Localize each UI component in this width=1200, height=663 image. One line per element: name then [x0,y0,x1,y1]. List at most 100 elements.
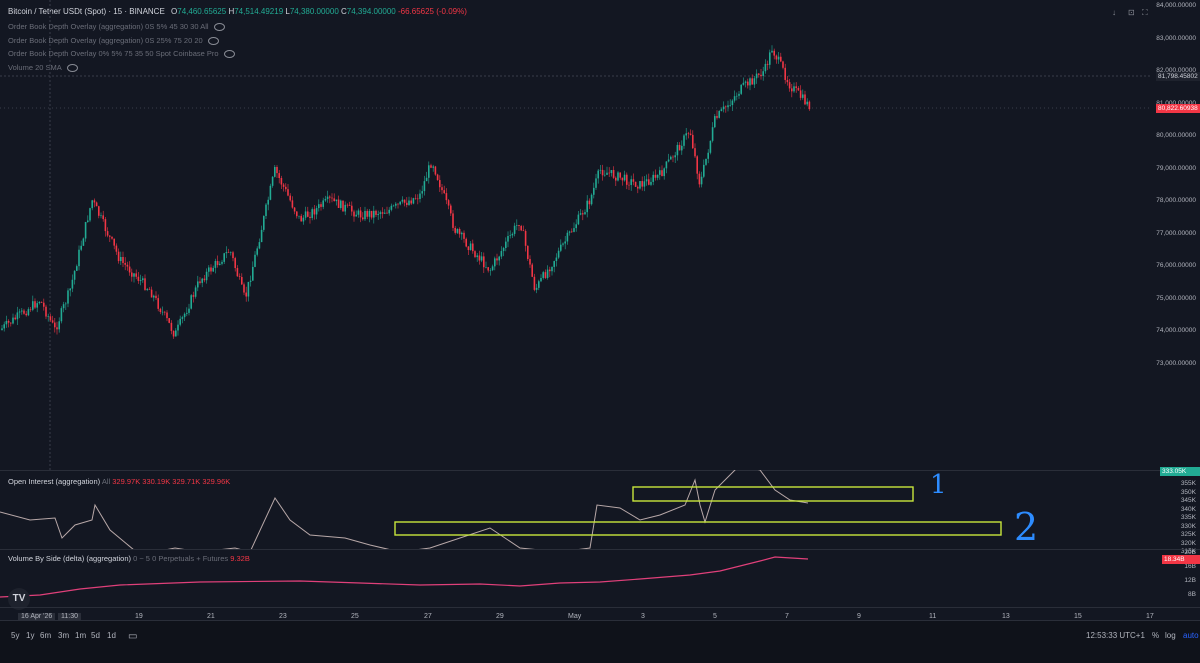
candle-body [95,202,98,207]
candle-body [447,200,450,206]
candle-body [146,288,148,290]
candle-body [291,200,294,208]
clock[interactable]: 12:53:33 UTC+1 [1086,631,1145,640]
price-chart[interactable] [0,0,1150,470]
timeframe-6m[interactable]: 6m [40,631,52,640]
price-tick: 81,000.00000 [1156,99,1196,107]
percent-toggle[interactable]: % [1152,631,1160,640]
candle-body [766,63,769,65]
symbol-title[interactable]: Bitcoin / Tether USDt (Spot) · 15 · BINA… [8,7,165,16]
pane-separator[interactable] [0,549,1200,550]
oi-tick: 355K [1180,480,1196,487]
timeframe-3m[interactable]: 3m [58,631,70,640]
tradingview-logo[interactable]: TV [8,588,30,610]
vol-tick: 20B [1184,549,1196,556]
candle-body [82,238,85,246]
timeframe-5d[interactable]: 5d [91,631,100,640]
candle-body [571,231,573,233]
open-interest-chart[interactable] [0,470,1150,550]
candle-body [535,287,538,290]
candle-body [25,313,27,316]
vol-scale[interactable]: 20B 16B 12B 8B [1152,549,1200,607]
candlesticks [1,45,811,339]
pane-separator[interactable] [0,470,1200,471]
candle-body [315,208,318,215]
candle-body [487,267,489,271]
candle-body [241,277,243,285]
candle-body [179,318,181,325]
restore-icon[interactable]: ⊡ [1128,8,1135,17]
eye-icon[interactable] [207,37,219,46]
oi-tick: 315K [1180,548,1196,555]
candle-body [258,242,261,249]
volume-delta-legend[interactable]: Volume By Side (delta) (aggregation) 0 ~… [8,554,250,563]
candle-body [579,213,582,215]
log-toggle[interactable]: log [1165,631,1176,640]
candle-body [546,269,549,278]
eye-icon[interactable] [223,50,235,59]
indicator-legend-2[interactable]: Order Book Depth Overlay (aggregation) 0… [8,36,219,46]
price-scale[interactable]: 84,000.00000 83,000.00000 82,000.00000 81,0… [1152,0,1200,470]
candle-body [5,320,8,325]
close-value: 74,394.00000 [346,7,396,16]
candle-body [692,134,694,149]
timeframe-1d[interactable]: 1d [107,631,116,640]
indicator-legend-4[interactable]: Volume 20 SMA [8,63,78,73]
timeframe-1y[interactable]: 1y [26,631,35,640]
candle-body [806,101,808,105]
candle-body [205,271,208,281]
candle-body [628,184,630,186]
oi-scale[interactable]: 355K 350K 345K 340K 335K 330K 325K 320K 315K [1152,470,1200,555]
candle-body [544,272,547,278]
timeframe-1m[interactable]: 1m [75,631,87,640]
candle-body [683,135,685,146]
oi-legend[interactable]: Open Interest (aggregation) All 329.97K … [8,477,230,486]
candle-body [12,317,14,324]
candle-body [520,225,522,231]
eye-icon[interactable] [66,64,78,73]
candle-body [738,93,740,96]
candle-body [318,204,320,209]
volume-delta-chart[interactable] [0,549,1150,607]
candle-body [802,94,804,98]
candle-body [593,187,595,195]
candle-body [254,254,256,267]
candle-body [617,172,619,181]
oi-values: 329.97K 330.19K 329.71K 329.96K [112,477,231,486]
cursor-date: 16 Apr '26 [18,613,56,620]
candle-body [511,233,514,236]
maximize-icon[interactable]: ⛶ [1142,8,1148,17]
collapse-arrow-icon[interactable]: ↓ [1112,8,1116,17]
eye-icon[interactable] [213,23,225,32]
auto-toggle[interactable]: auto [1183,631,1199,640]
candle-body [32,301,34,310]
candle-body [586,200,588,213]
candle-body [729,105,731,106]
open-interest-line [0,470,809,550]
candle-body [474,251,476,258]
candle-body [718,111,720,118]
candle-body [269,185,272,200]
candle-body [553,261,555,267]
candle-body [326,196,329,199]
candle-body [282,184,285,187]
candle-body [324,198,327,201]
timeframe-5y[interactable]: 5y [11,631,20,640]
candle-body [760,74,762,76]
candle-body [117,251,120,262]
candle-body [606,172,608,175]
candle-body [725,106,727,108]
candle-body [454,227,456,233]
candle-body [27,309,30,316]
oi-last-tag: 333.05K [1160,467,1200,476]
candle-body [392,205,395,207]
indicator-legend-3[interactable]: Order Book Depth Overlay 0% 5% 75 35 50 … [8,49,235,59]
date-range-icon[interactable]: ▭ [128,631,138,642]
symbol-legend[interactable]: Bitcoin / Tether USDt (Spot) · 15 · BINA… [8,7,467,16]
candle-body [274,166,276,177]
annotation-1: 1 [930,470,947,500]
indicator-legend-1[interactable]: Order Book Depth Overlay (aggregation) 0… [8,22,225,32]
candle-body [256,248,258,255]
candle-body [368,210,371,217]
candle-body [329,196,331,198]
